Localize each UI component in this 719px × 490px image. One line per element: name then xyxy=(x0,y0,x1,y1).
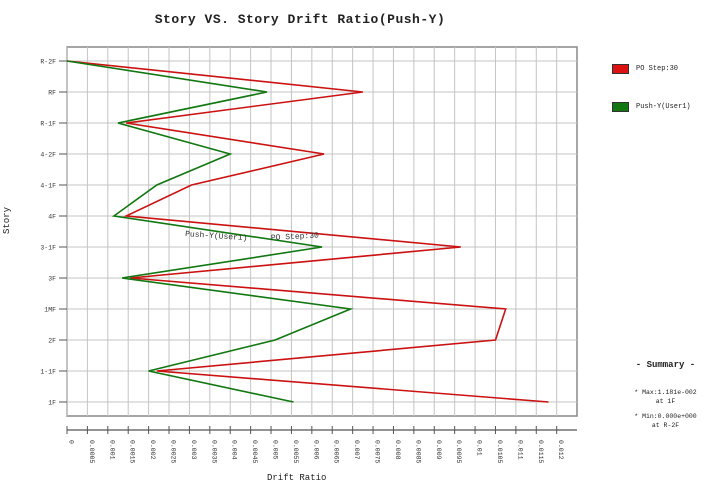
series-line xyxy=(66,60,549,403)
x-tick-label: 0.006 xyxy=(312,440,319,460)
x-tick-label: 0.0115 xyxy=(537,440,544,464)
legend: PO Step:30 Push-Y(User1) xyxy=(612,62,719,138)
y-tick-label: 4-1F xyxy=(40,183,56,190)
x-tick-label: 0.0045 xyxy=(251,440,258,464)
x-tick-label: 0.0065 xyxy=(333,440,340,464)
y-axis-label: Story xyxy=(2,206,12,234)
x-tick-label: 0.003 xyxy=(190,440,197,460)
y-tick-label: 4F xyxy=(48,214,56,221)
legend-label: Push-Y(User1) xyxy=(636,103,691,111)
x-tick-label: 0.0095 xyxy=(455,440,462,464)
x-tick-label: 0.0025 xyxy=(170,440,177,464)
legend-swatch-green xyxy=(612,102,629,112)
y-tick-label: R-2F xyxy=(40,59,56,66)
series-line xyxy=(66,60,354,403)
summary-min-location: at R-2F xyxy=(651,422,680,429)
y-tick-label: 1F xyxy=(48,400,56,407)
x-tick-label: 0.007 xyxy=(353,440,360,460)
summary-min: * Min:0.000e+000 xyxy=(634,413,697,420)
summary-title: - Summary - xyxy=(635,360,696,370)
y-tick-label: 1MF xyxy=(44,307,56,314)
chart-title: Story VS. Story Drift Ratio(Push-Y) xyxy=(154,12,446,27)
x-tick-label: 0.011 xyxy=(516,440,523,460)
summary-max: * Max:1.181e-002 xyxy=(634,389,697,396)
x-tick-label: 0.004 xyxy=(231,440,238,460)
x-tick-label: 0.0075 xyxy=(374,440,381,464)
x-tick-label: 0.0005 xyxy=(88,440,95,464)
annotation-push-y: Push-Y(User1) xyxy=(185,230,248,243)
legend-item-push-y: Push-Y(User1) xyxy=(612,100,719,114)
annotation-po-step: PO Step:30 xyxy=(271,231,320,243)
y-tick-label: 3F xyxy=(48,276,56,283)
y-tick-label: 1-1F xyxy=(40,369,56,376)
x-tick-label: 0.009 xyxy=(435,440,442,460)
summary-max-location: at 1F xyxy=(655,398,676,405)
x-tick-label: 0.0085 xyxy=(414,440,421,464)
x-axis-label: Drift Ratio xyxy=(267,473,327,483)
x-tick-label: 0.008 xyxy=(394,440,401,460)
x-tick-label: 0.0015 xyxy=(129,440,136,464)
y-tick-label: 2F xyxy=(48,338,56,345)
plot-frame xyxy=(66,46,578,417)
x-tick-label: 0.0055 xyxy=(292,440,299,464)
legend-item-po-step: PO Step:30 xyxy=(612,62,719,76)
x-tick-label: 0.005 xyxy=(272,440,279,460)
summary-panel: - Summary - * Max:1.181e-002 at 1F * Min… xyxy=(612,360,719,436)
x-tick-label: 0.0035 xyxy=(210,440,217,464)
x-tick-label: 0.01 xyxy=(476,440,483,456)
y-tick-label: RF xyxy=(48,90,56,97)
y-tick-label: 4-2F xyxy=(40,152,56,159)
x-tick-label: 0 xyxy=(68,440,75,444)
x-tick-label: 0.012 xyxy=(557,440,564,460)
legend-swatch-red xyxy=(612,64,629,74)
y-tick-label: R-1F xyxy=(40,121,56,128)
x-tick-label: 0.001 xyxy=(108,440,115,460)
x-tick-label: 0.0105 xyxy=(496,440,503,464)
y-tick-label: 3-1F xyxy=(40,245,56,252)
legend-label: PO Step:30 xyxy=(636,65,679,73)
x-tick-label: 0.002 xyxy=(149,440,156,460)
